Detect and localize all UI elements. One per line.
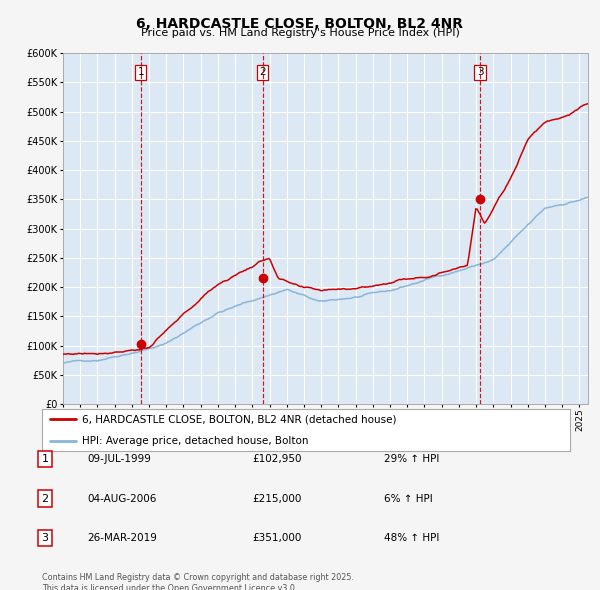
- Text: 3: 3: [477, 67, 484, 77]
- Text: Contains HM Land Registry data © Crown copyright and database right 2025.
This d: Contains HM Land Registry data © Crown c…: [42, 573, 354, 590]
- Text: 6, HARDCASTLE CLOSE, BOLTON, BL2 4NR (detached house): 6, HARDCASTLE CLOSE, BOLTON, BL2 4NR (de…: [82, 415, 396, 424]
- Text: 29% ↑ HPI: 29% ↑ HPI: [384, 454, 439, 464]
- Text: 3: 3: [41, 533, 49, 543]
- Text: £351,000: £351,000: [252, 533, 301, 543]
- Text: £215,000: £215,000: [252, 494, 301, 503]
- Text: 6% ↑ HPI: 6% ↑ HPI: [384, 494, 433, 503]
- Text: 48% ↑ HPI: 48% ↑ HPI: [384, 533, 439, 543]
- Text: 1: 1: [137, 67, 144, 77]
- Text: 1: 1: [41, 454, 49, 464]
- Text: 6, HARDCASTLE CLOSE, BOLTON, BL2 4NR: 6, HARDCASTLE CLOSE, BOLTON, BL2 4NR: [137, 17, 464, 31]
- Text: 2: 2: [259, 67, 266, 77]
- Text: 04-AUG-2006: 04-AUG-2006: [87, 494, 157, 503]
- Text: HPI: Average price, detached house, Bolton: HPI: Average price, detached house, Bolt…: [82, 436, 308, 445]
- Text: £102,950: £102,950: [252, 454, 302, 464]
- Text: 26-MAR-2019: 26-MAR-2019: [87, 533, 157, 543]
- Text: 09-JUL-1999: 09-JUL-1999: [87, 454, 151, 464]
- Text: 2: 2: [41, 494, 49, 503]
- Text: Price paid vs. HM Land Registry's House Price Index (HPI): Price paid vs. HM Land Registry's House …: [140, 28, 460, 38]
